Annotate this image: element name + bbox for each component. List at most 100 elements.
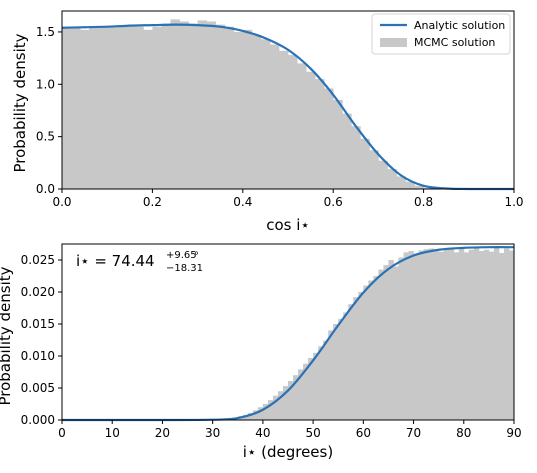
x-tick-label: 70 — [406, 426, 421, 440]
histogram-bar — [333, 100, 343, 189]
histogram-bar — [342, 113, 352, 189]
histogram-bar — [313, 352, 319, 420]
x-tick-label: 0.6 — [324, 195, 343, 209]
histogram-bar — [428, 248, 435, 420]
x-tick-label: 0.4 — [233, 195, 252, 209]
x-axis-label: cos i⋆ — [266, 216, 310, 234]
histogram-bar — [288, 54, 298, 190]
analytic-curve-line — [61, 23, 514, 191]
histogram-bar — [387, 169, 397, 189]
histogram-bar — [288, 380, 294, 420]
x-tick-label: 10 — [105, 426, 120, 440]
ticks: 0 10 20 30 40 50 60 70 80 90 0.000 0.005 0.010 0.015 0… — [21, 253, 522, 440]
histogram-bar — [297, 63, 307, 189]
histogram-bar — [278, 50, 289, 189]
analytic-curve — [61, 23, 514, 191]
histogram-bar — [438, 251, 445, 420]
histogram-bar — [323, 340, 329, 420]
legend-patch-swatch — [380, 38, 407, 47]
histogram-bar — [483, 249, 490, 420]
x-tick-label: 40 — [255, 426, 270, 440]
histogram-bar — [293, 375, 299, 420]
histogram-bar — [252, 410, 259, 420]
x-axis-label: i⋆ (degrees) — [243, 443, 333, 461]
annotation-subscript: −18.31 — [166, 263, 203, 274]
inclination-annotation: i⋆ = 74.44 +9.65 −18.31 ° — [76, 250, 203, 274]
histogram-bar — [414, 185, 424, 189]
y-tick-label: 0.005 — [21, 381, 55, 395]
histogram-bar — [378, 160, 388, 189]
histogram-bar — [473, 247, 480, 420]
histogram-bar — [89, 27, 99, 189]
histogram-bar — [308, 357, 314, 420]
histogram-bar — [458, 248, 465, 420]
histogram-bar — [107, 26, 117, 190]
y-axis-label: Probability density — [0, 266, 14, 405]
histogram-bar — [353, 297, 359, 420]
y-tick-label: 0.5 — [36, 130, 55, 144]
histogram-bar — [360, 138, 370, 189]
x-tick-label: 20 — [155, 426, 170, 440]
histogram-bar — [338, 318, 344, 420]
histogram-bar — [262, 404, 269, 420]
y-tick-label: 1.5 — [36, 25, 55, 39]
histogram-bar — [378, 269, 384, 420]
histogram-bar — [206, 21, 217, 189]
histogram-bar — [453, 252, 460, 420]
x-tick-label: 60 — [356, 426, 371, 440]
histogram-bar — [498, 252, 505, 420]
y-tick-label: 1.0 — [36, 77, 55, 91]
y-tick-label: 0.000 — [21, 413, 55, 427]
histogram-bar — [298, 369, 304, 420]
panel-inclination-degrees: 0 10 20 30 40 50 60 70 80 90 0.000 0.005 0.010 0.015 0… — [0, 243, 522, 461]
histogram-bar — [242, 29, 253, 189]
annotation-unit: ° — [194, 251, 199, 262]
legend-label-analytic: Analytic solution — [414, 19, 505, 32]
histogram-bar — [398, 257, 404, 420]
histogram-bar — [143, 29, 153, 189]
histogram-bar — [368, 280, 374, 420]
plot-frame — [61, 10, 515, 190]
y-axis-label: Probability density — [11, 33, 29, 172]
x-tick-label: 0.2 — [143, 195, 162, 209]
histogram-bar — [423, 249, 430, 420]
histogram-bar — [179, 21, 189, 189]
histogram-bar — [468, 249, 475, 420]
histogram-bar — [503, 248, 510, 420]
histogram-bar — [116, 26, 126, 190]
histogram-bar — [388, 260, 394, 420]
histogram-bar — [423, 187, 434, 189]
axes-frame — [61, 243, 515, 421]
histogram-bar — [408, 251, 414, 420]
ticks: 0.0 0.2 0.4 0.6 0.8 1.0 0.0 0.5 1.0 1.5 — [36, 25, 524, 209]
histogram-bar — [247, 412, 254, 420]
histogram-bar — [125, 25, 135, 189]
histogram-bar — [443, 248, 450, 420]
histogram-bar — [152, 26, 162, 190]
histogram-bar — [383, 265, 389, 420]
histogram-bar — [277, 391, 284, 420]
x-tick-label: 50 — [305, 426, 320, 440]
histogram-mcmc — [62, 19, 434, 190]
histogram-bar — [405, 181, 415, 189]
histogram-bar — [62, 27, 72, 189]
histogram-bar — [393, 266, 399, 420]
histogram-bar — [418, 250, 424, 420]
histogram-bar — [260, 39, 271, 189]
histogram-bar — [306, 71, 316, 189]
histogram-bar — [197, 20, 208, 190]
histogram-bar — [508, 250, 515, 420]
histogram-bar — [373, 276, 379, 420]
histogram-bar — [324, 88, 334, 189]
legend: Analytic solution MCMC solution — [371, 13, 511, 55]
histogram-bar — [233, 31, 244, 189]
histogram-bar — [363, 285, 369, 420]
x-tick-label: 30 — [205, 426, 220, 440]
histogram-bar — [282, 386, 289, 420]
x-tick-label: 0 — [58, 426, 66, 440]
histogram-bar — [351, 126, 361, 189]
histogram-bar — [413, 253, 419, 420]
histogram-bar — [343, 312, 349, 420]
histogram-bar — [348, 304, 354, 420]
